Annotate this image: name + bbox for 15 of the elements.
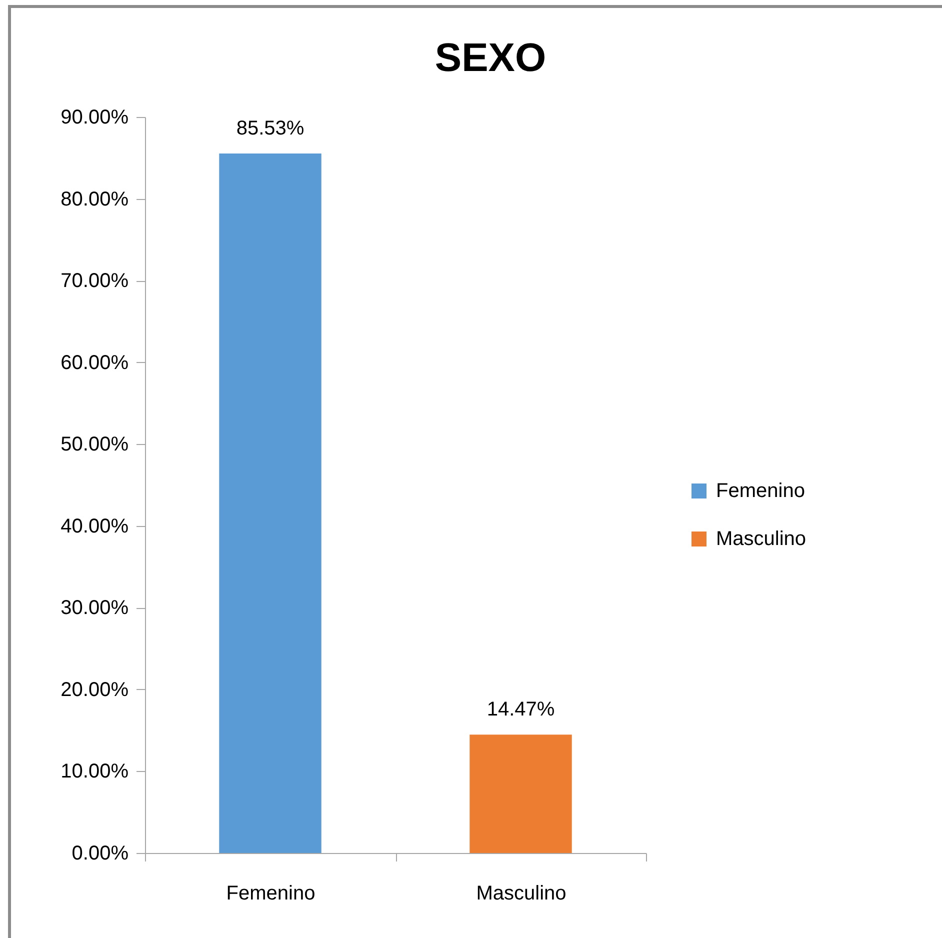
data-label: 85.53% (236, 118, 304, 140)
y-tick-label: 10.00% (60, 760, 129, 783)
y-tick-label: 0.00% (72, 842, 129, 864)
y-tick-label: 60.00% (60, 352, 129, 374)
legend-label: Femenino (716, 480, 805, 502)
y-tick-label: 70.00% (60, 270, 129, 292)
y-tick-label: 30.00% (60, 597, 129, 620)
chart-title: SEXO (434, 36, 546, 80)
y-tick-label: 40.00% (60, 515, 129, 538)
y-tick-label: 80.00% (60, 188, 129, 210)
y-tick-label: 20.00% (60, 678, 129, 701)
y-tick-label: 50.00% (60, 434, 129, 456)
data-label: 14.47% (486, 698, 555, 721)
y-tick-label: 90.00% (60, 106, 129, 128)
legend-label: Masculino (716, 528, 806, 550)
